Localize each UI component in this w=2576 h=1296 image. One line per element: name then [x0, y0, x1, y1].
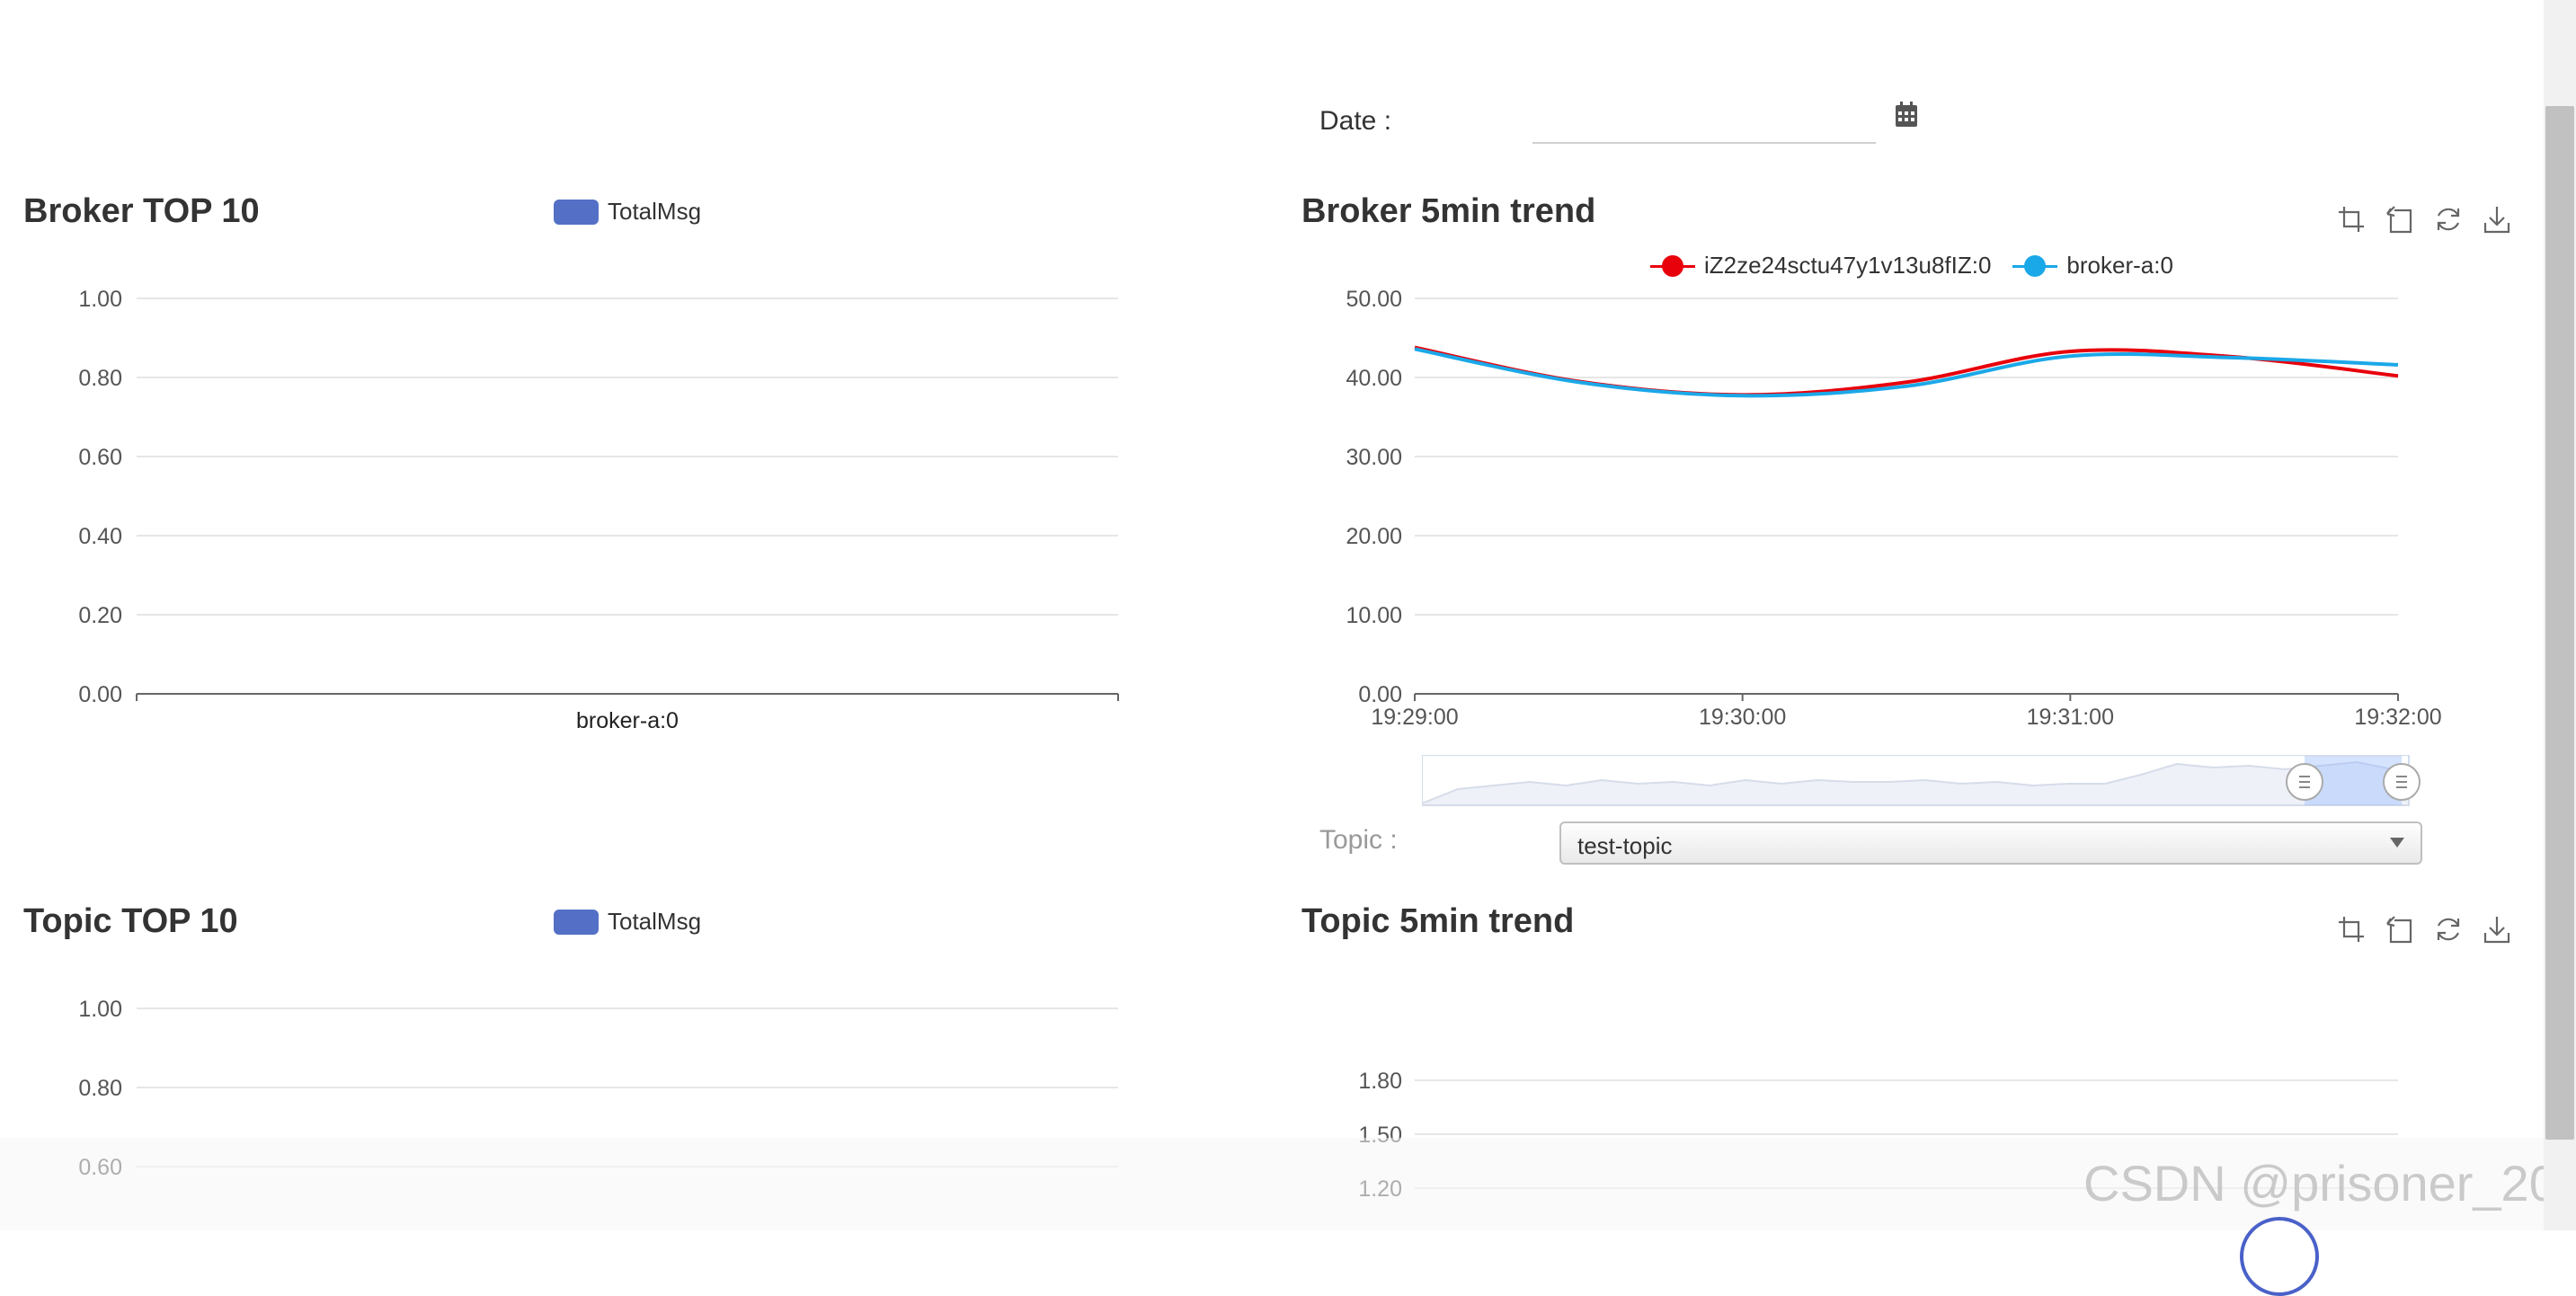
y-tick-label: 1.80 — [1358, 1069, 1402, 1094]
calendar-icon[interactable] — [1895, 101, 1918, 128]
datazoom-slider[interactable] — [1422, 755, 2425, 809]
date-label: Date : — [1319, 106, 1392, 136]
crop-zoom-icon[interactable] — [2337, 915, 2366, 944]
y-tick-label: 10.00 — [1346, 603, 1402, 628]
broker-top10-legend[interactable]: TotalMsg — [554, 198, 701, 226]
legend-label: TotalMsg — [608, 908, 702, 935]
topic-trend-toolbox — [2337, 915, 2531, 944]
y-tick-label: 1.00 — [78, 997, 122, 1022]
series-line-2 — [1414, 347, 2399, 398]
legend-swatch — [554, 199, 599, 225]
broker-top10-chart: 0.00 0.20 0.40 0.60 0.80 1.00 broker-a:0 — [78, 287, 1119, 733]
y-tick-label: 0.80 — [78, 366, 122, 391]
y-tick-label: 0.20 — [78, 603, 122, 628]
datazoom-right-handle[interactable] — [2383, 763, 2421, 801]
y-tick-label: 0.60 — [78, 445, 122, 470]
topic-trend-title: Topic 5min trend — [1301, 902, 1575, 940]
y-tick-label: 0.40 — [78, 524, 122, 549]
y-tick-label: 1.00 — [78, 287, 122, 312]
restore-icon[interactable] — [2434, 205, 2463, 234]
save-image-icon[interactable] — [2483, 915, 2511, 944]
legend-label: TotalMsg — [608, 198, 702, 225]
broker-trend-legend: iZ2ze24sctu47y1v13u8fIZ:0 broker-a:0 — [1650, 252, 2195, 280]
legend-line-icon — [2012, 254, 2058, 278]
topic-top10-title: Topic TOP 10 — [23, 902, 238, 940]
bottom-overlay — [0, 1138, 2544, 1230]
y-tick-label: 0.00 — [1358, 682, 1402, 707]
broker-trend-chart: 0.00 10.00 20.00 30.00 40.00 50.00 19:29:00 19:… — [1346, 287, 2441, 730]
zoom-reset-icon[interactable] — [2385, 205, 2414, 234]
legend-swatch — [554, 909, 599, 935]
broker-trend-toolbox — [2337, 205, 2531, 234]
y-tick-label: 40.00 — [1346, 366, 1402, 391]
x-tick-label: 19:31:00 — [2027, 705, 2114, 730]
zoom-reset-icon[interactable] — [2385, 915, 2414, 944]
legend-label: broker-a:0 — [2066, 252, 2173, 279]
broker-trend-title: Broker 5min trend — [1301, 192, 1596, 230]
x-tick-label: 19:32:00 — [2354, 705, 2441, 730]
topic-select[interactable]: test-topic — [1559, 821, 2422, 865]
date-input[interactable] — [1532, 97, 1876, 144]
y-tick-label: 30.00 — [1346, 445, 1402, 470]
y-tick-label: 20.00 — [1346, 524, 1402, 549]
y-tick-label: 0.00 — [78, 682, 122, 707]
crop-zoom-icon[interactable] — [2337, 205, 2366, 234]
legend-item-series-2[interactable]: broker-a:0 — [2012, 252, 2173, 280]
y-tick-label: 0.80 — [78, 1076, 122, 1101]
topic-top10-legend[interactable]: TotalMsg — [554, 908, 701, 936]
datazoom-left-handle[interactable] — [2286, 763, 2323, 801]
topic-select-value: test-topic — [1577, 832, 1673, 859]
x-tick-label: 19:29:00 — [1371, 705, 1458, 730]
save-image-icon[interactable] — [2483, 205, 2511, 234]
legend-line-icon — [1650, 254, 1695, 278]
chevron-down-icon — [2390, 838, 2404, 848]
x-tick-label: broker-a:0 — [576, 708, 679, 733]
watermark: CSDN @prisoner_209 — [2083, 1155, 2576, 1212]
y-tick-label: 50.00 — [1346, 287, 1402, 312]
broker-top10-title: Broker TOP 10 — [23, 192, 260, 230]
topic-label: Topic : — [1319, 825, 1398, 855]
legend-item-series-1[interactable]: iZ2ze24sctu47y1v13u8fIZ:0 — [1650, 252, 1991, 280]
restore-icon[interactable] — [2434, 915, 2463, 944]
floating-action-button[interactable] — [2240, 1217, 2319, 1296]
x-tick-label: 19:30:00 — [1699, 705, 1786, 730]
scrollbar-thumb[interactable] — [2545, 106, 2574, 1140]
legend-label: iZ2ze24sctu47y1v13u8fIZ:0 — [1704, 252, 1992, 279]
